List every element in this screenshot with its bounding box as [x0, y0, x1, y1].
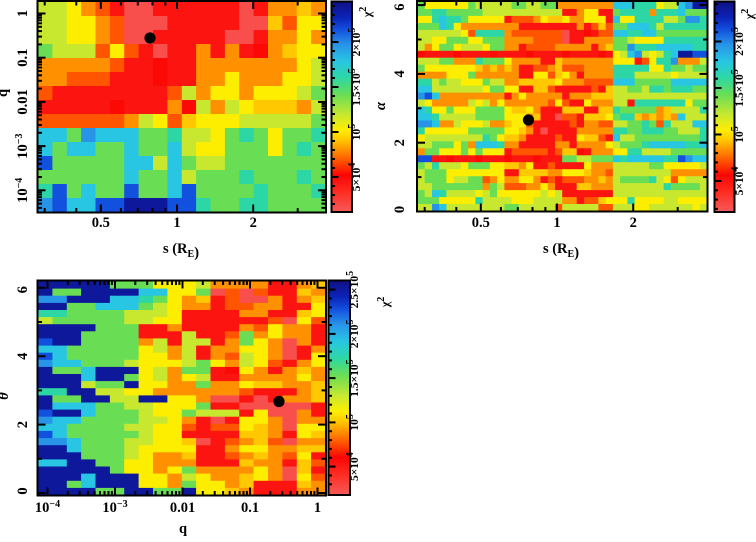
svg-text:χ2: χ2 [358, 7, 374, 19]
svg-text:q: q [0, 89, 11, 97]
svg-text:0.01: 0.01 [170, 500, 195, 516]
svg-text:χ2: χ2 [740, 9, 756, 21]
svg-text:2×105: 2×105 [730, 27, 746, 56]
svg-text:2: 2 [15, 421, 31, 428]
svg-text:0: 0 [392, 206, 408, 213]
svg-text:6: 6 [15, 286, 31, 293]
svg-text:2×105: 2×105 [347, 28, 363, 57]
svg-text:1: 1 [15, 10, 31, 17]
svg-text:χ2: χ2 [376, 297, 392, 309]
svg-text:2: 2 [630, 215, 637, 231]
svg-text:1.5×105: 1.5×105 [347, 68, 363, 105]
svg-text:5×104: 5×104 [347, 163, 363, 192]
svg-text:1.5×105: 1.5×105 [730, 69, 746, 106]
svg-text:4: 4 [392, 70, 408, 77]
svg-text:0: 0 [15, 487, 31, 494]
svg-text:2: 2 [250, 215, 257, 231]
svg-text:5×104: 5×104 [730, 167, 746, 196]
svg-text:0.5: 0.5 [472, 215, 490, 231]
svg-text:1.5×105: 1.5×105 [345, 359, 361, 396]
svg-text:1: 1 [173, 215, 180, 231]
svg-text:q: q [179, 521, 187, 537]
svg-text:1: 1 [314, 500, 321, 516]
svg-text:2: 2 [392, 139, 408, 146]
svg-text:0.5: 0.5 [92, 215, 110, 231]
svg-text:θ: θ [0, 392, 12, 400]
svg-text:1: 1 [553, 215, 560, 231]
svg-text:4: 4 [15, 353, 31, 360]
svg-text:6: 6 [392, 3, 408, 10]
svg-text:5×104: 5×104 [345, 452, 361, 481]
svg-text:2.5×105: 2.5×105 [345, 271, 361, 308]
svg-text:0.01: 0.01 [15, 89, 31, 114]
svg-text:0.1: 0.1 [241, 500, 259, 516]
svg-text:0.1: 0.1 [15, 49, 31, 67]
svg-text:α: α [373, 101, 389, 110]
svg-text:2×105: 2×105 [345, 319, 361, 348]
